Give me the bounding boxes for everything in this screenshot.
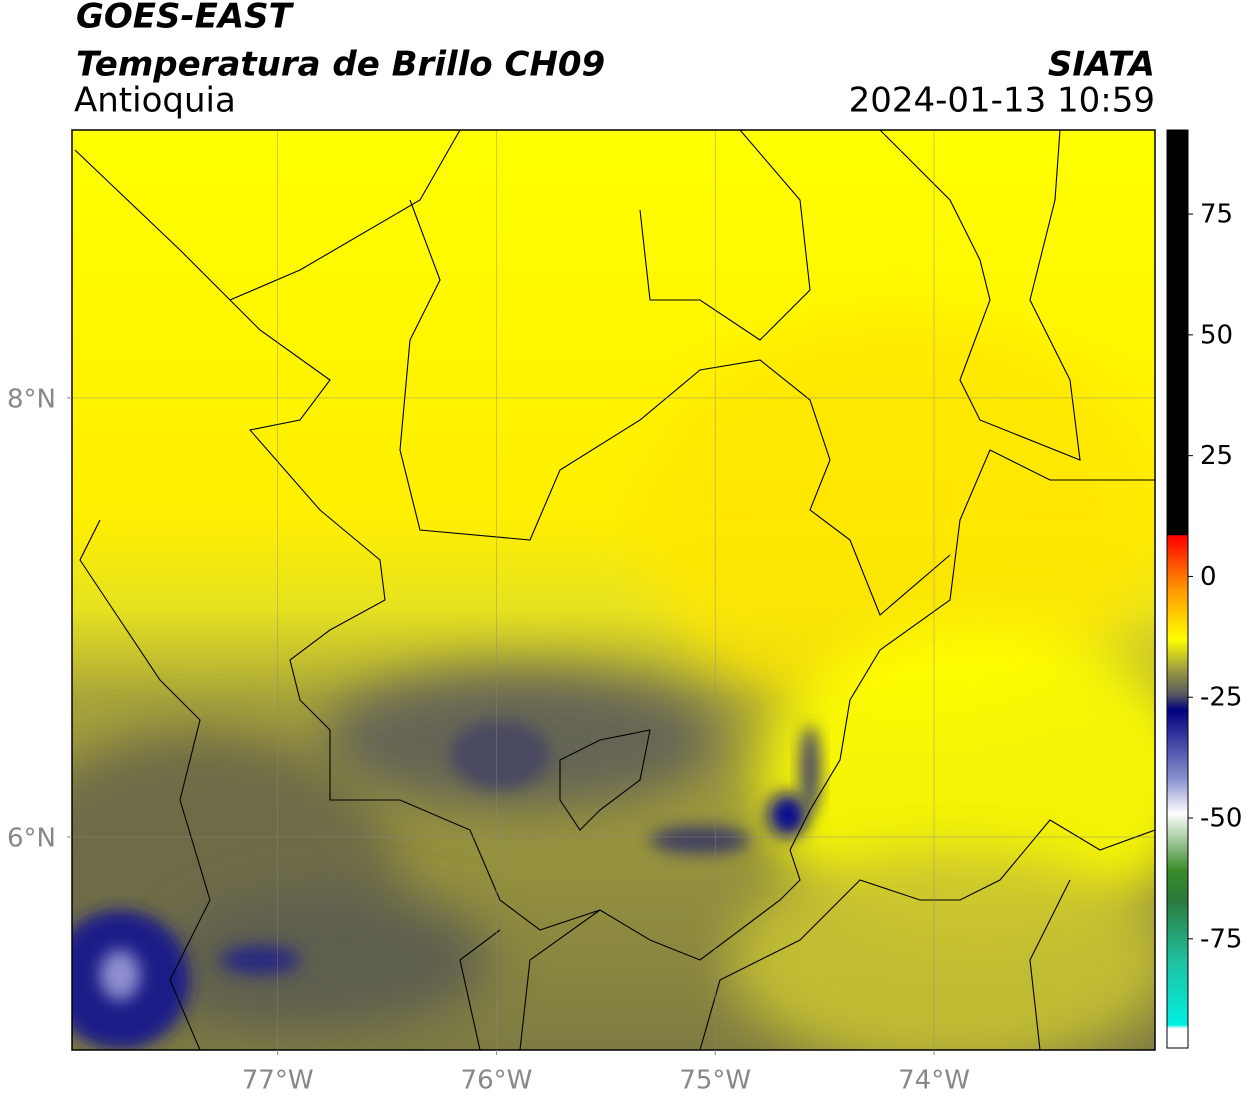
lon-tick-label: 75°W [679, 1066, 751, 1096]
colorbar-segment [1167, 900, 1188, 961]
lon-tick-label: 76°W [461, 1066, 533, 1096]
colorbar-tick-label: -25 [1200, 683, 1242, 713]
colorbar-segment [1167, 535, 1188, 591]
colorbar-segment [1167, 1024, 1188, 1029]
lat-tick-label: 6°N [7, 824, 56, 854]
colorbar-segment [1167, 709, 1188, 780]
graticule [72, 130, 1155, 1050]
colorbar-segment [1167, 589, 1188, 640]
colorbar-tick-label: 25 [1200, 441, 1233, 471]
colorbar-segment [1167, 1028, 1188, 1049]
colorbar [1167, 130, 1188, 1049]
colorbar-segment [1167, 130, 1188, 536]
colorbar-tick-label: 75 [1200, 200, 1233, 230]
temperature-field [72, 130, 1155, 1050]
colorbar-tick-label: 0 [1200, 562, 1217, 592]
map-frame [71, 129, 1156, 1051]
subtitle: Temperatura de Brillo CH09 [76, 45, 605, 85]
colorbar-segment [1167, 668, 1188, 696]
colorbar-segment [1167, 960, 1188, 1026]
lat-tick-label: 8°N [7, 384, 56, 414]
title: GOES-EAST [76, 0, 295, 37]
timestamp: 2024-01-13 10:59 [849, 81, 1155, 121]
lon-tick-label: 74°W [898, 1066, 970, 1096]
source: SIATA [1048, 45, 1155, 85]
colorbar-tick-label: -50 [1200, 804, 1242, 834]
lon-tick-label: 77°W [242, 1066, 314, 1096]
colorbar-tick-label: 50 [1200, 320, 1233, 350]
region: Antioquia [74, 81, 236, 121]
colorbar-segment [1167, 813, 1188, 871]
colorbar-segment [1167, 779, 1188, 814]
colorbar-segment [1167, 870, 1188, 901]
colorbar-frame [1166, 129, 1189, 1049]
colorbar-tick-label: -75 [1200, 924, 1242, 954]
colorbar-segment [1167, 639, 1188, 669]
colorbar-segment [1167, 694, 1188, 711]
